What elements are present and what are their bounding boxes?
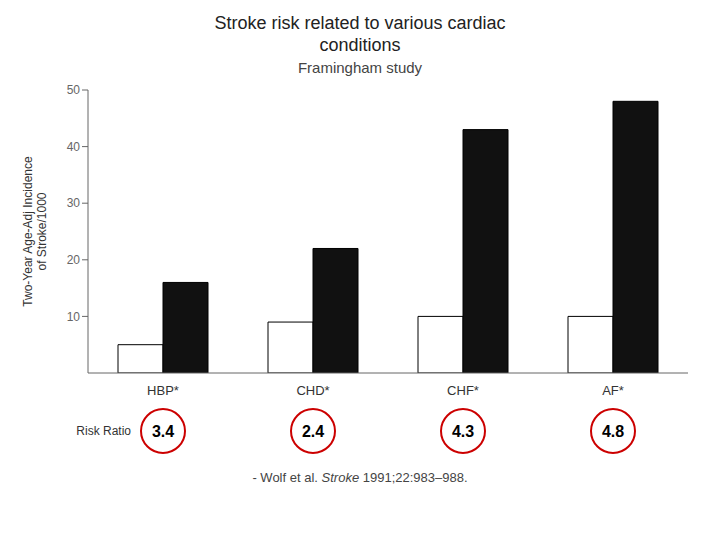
html-text:conditions: conditions (319, 35, 401, 55)
svg-text:40: 40 (67, 140, 81, 154)
svg-text:Risk Ratio: Risk Ratio (76, 424, 131, 438)
svg-text:4.8: 4.8 (602, 423, 624, 440)
svg-text:50: 50 (67, 83, 81, 97)
svg-text:2.4: 2.4 (302, 423, 324, 440)
svg-text:CHF*: CHF* (447, 383, 479, 398)
svg-text:HBP*: HBP* (147, 383, 179, 398)
svg-text:30: 30 (67, 196, 81, 210)
svg-text:10: 10 (67, 310, 81, 324)
svg-text:CHD*: CHD* (296, 383, 329, 398)
html-text:- Wolf et al. Stroke 1991;22:9: - Wolf et al. Stroke 1991;22:983–988. (252, 470, 468, 485)
svg-text:AF*: AF* (602, 383, 624, 398)
html-text:Stroke risk related to various: Stroke risk related to various cardiac (214, 13, 506, 33)
svg-text:4.3: 4.3 (452, 423, 474, 440)
svg-text:20: 20 (67, 253, 81, 267)
svg-text:Two-Year Age-Adj Incidenceof S: Two-Year Age-Adj Incidenceof Stroke/1000 (21, 156, 49, 307)
svg-text:3.4: 3.4 (152, 423, 174, 440)
html-text:Framingham study: Framingham study (297, 59, 423, 76)
